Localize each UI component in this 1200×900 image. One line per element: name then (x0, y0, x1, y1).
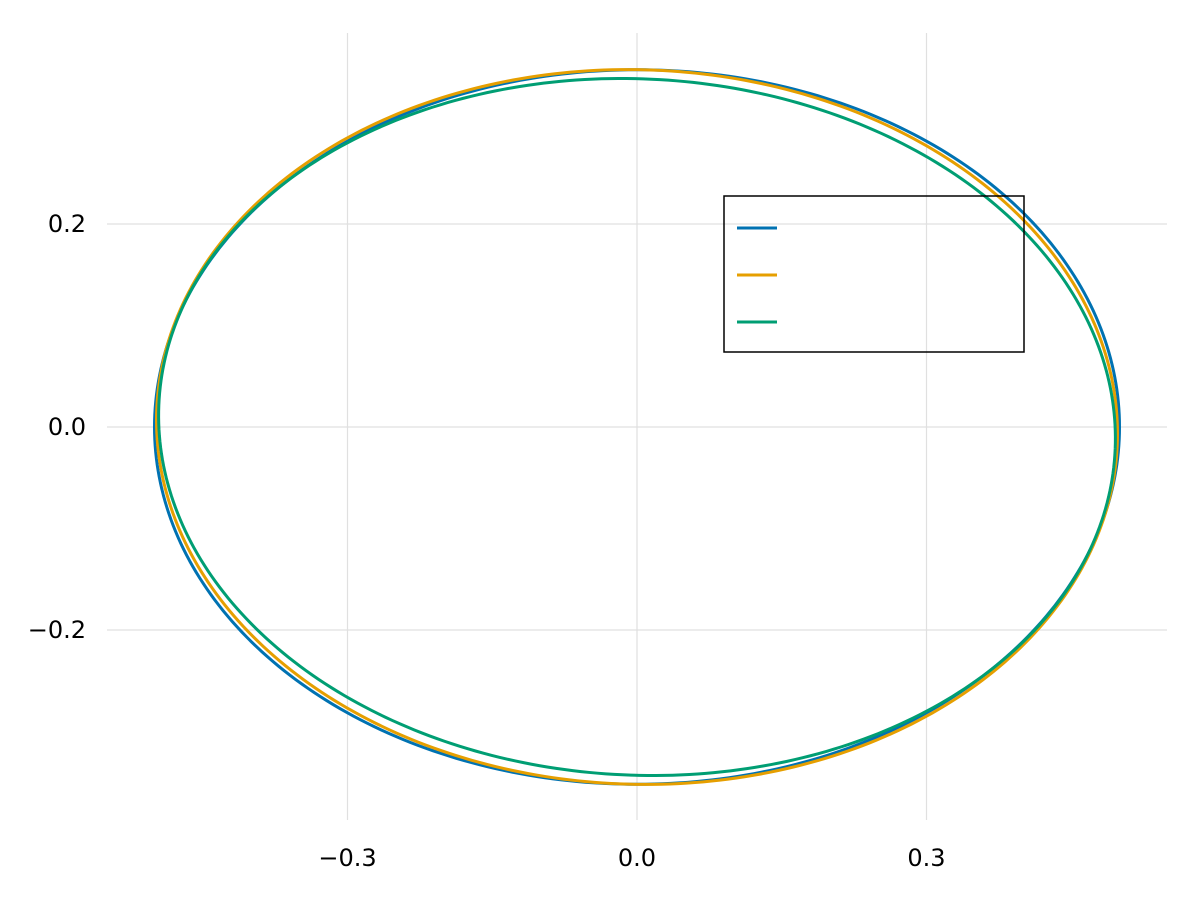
series-line-3 (157, 77, 1117, 777)
grid-lines (107, 33, 1167, 820)
series-line-1 (153, 68, 1121, 786)
x-tick-label: 0.3 (907, 844, 945, 872)
y-tick-label: 0.2 (48, 210, 86, 238)
series-layer (153, 68, 1121, 786)
y-tick-label: −0.2 (28, 616, 86, 644)
series-line-2 (155, 68, 1119, 786)
legend (723, 195, 1025, 353)
legend-box (723, 195, 1025, 353)
x-tick-label: −0.3 (318, 844, 376, 872)
tick-labels: −0.3 0.0 0.3 −0.2 0.0 0.2 (28, 210, 946, 872)
x-tick-label: 0.0 (618, 844, 656, 872)
y-tick-label: 0.0 (48, 413, 86, 441)
